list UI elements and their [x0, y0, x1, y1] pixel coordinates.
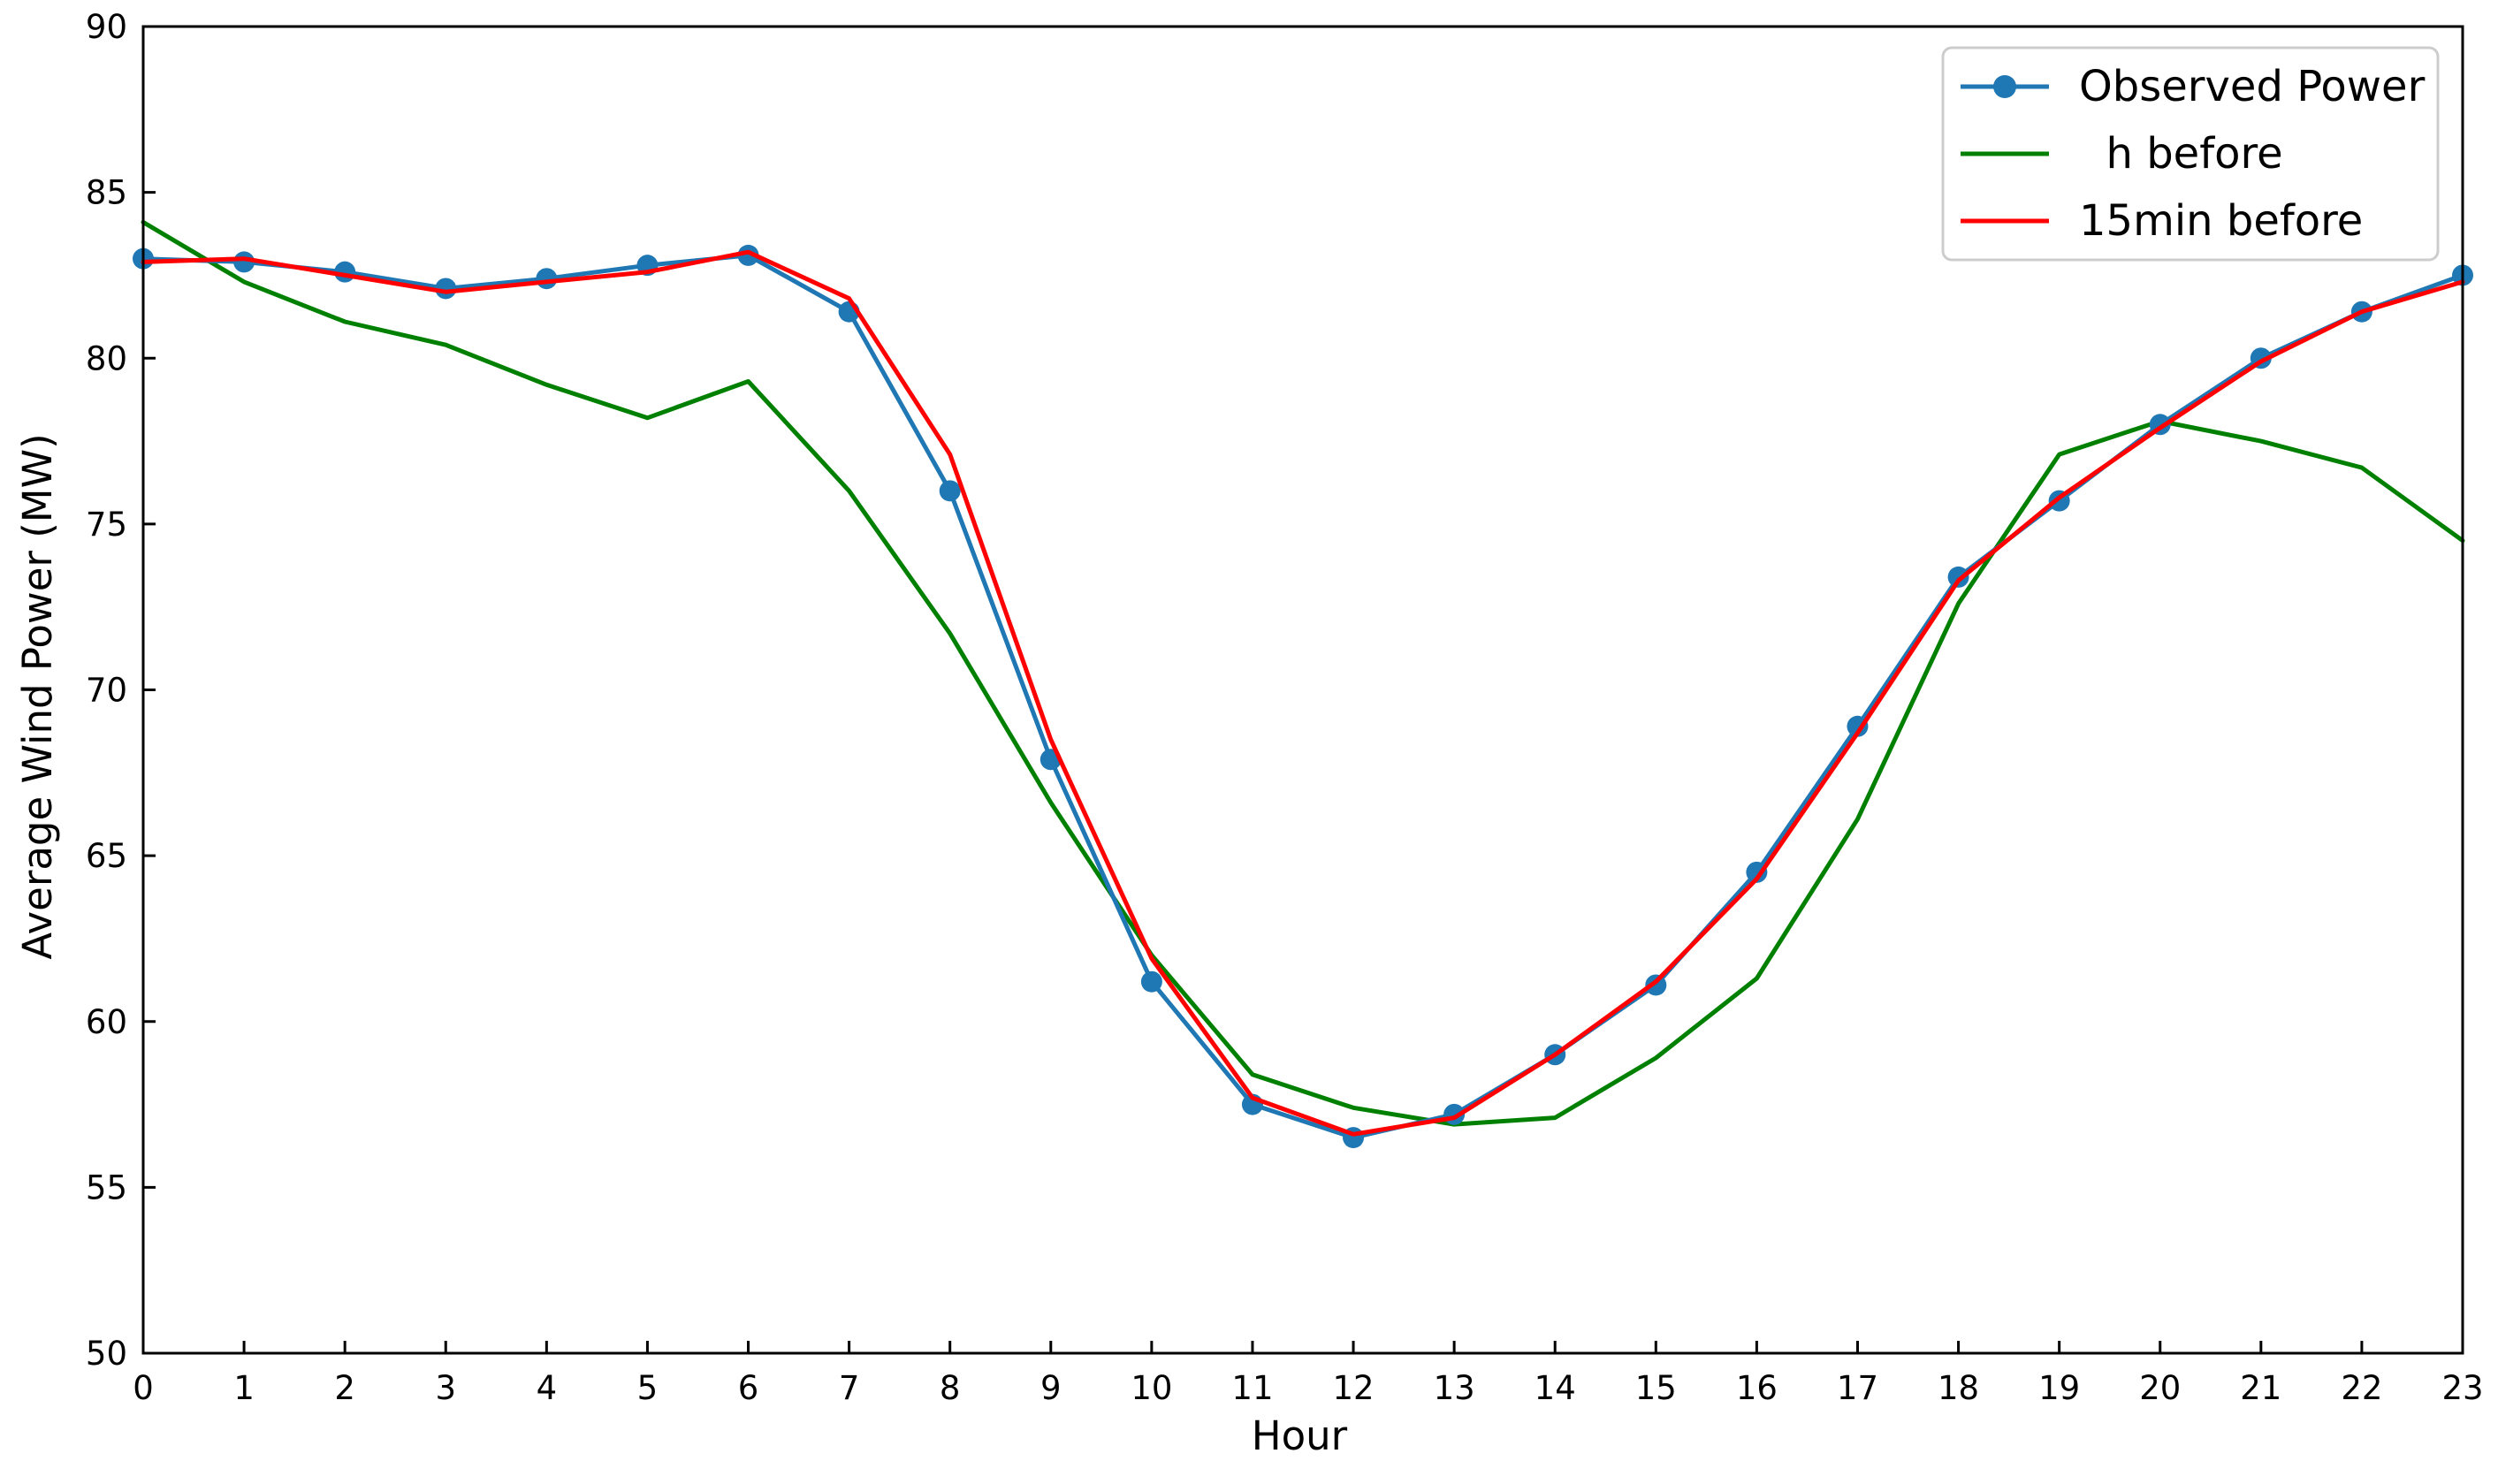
legend-item-15min-before: 15min before — [1961, 196, 2363, 246]
y-tick-label: 50 — [86, 1335, 127, 1373]
x-tick-label: 21 — [2240, 1369, 2281, 1407]
x-tick-label: 13 — [1434, 1369, 1475, 1407]
x-tick-label: 23 — [2441, 1369, 2483, 1407]
x-tick-label: 15 — [1635, 1369, 1677, 1407]
series-line-15min-before — [141, 249, 2465, 1137]
data-point-observed-power — [737, 244, 759, 266]
data-point-observed-power — [1645, 974, 1667, 996]
y-axis-label: Average Wind Power (MW) — [14, 433, 61, 959]
legend-label-h-before: h before — [2079, 129, 2283, 179]
x-tick-label: 0 — [133, 1369, 154, 1407]
x-tick-label: 3 — [435, 1369, 456, 1407]
y-tick-label: 70 — [86, 672, 127, 710]
x-tick-label: 7 — [839, 1369, 860, 1407]
data-point-observed-power — [1746, 861, 1768, 883]
legend: Observed Power h before 15min before — [1941, 46, 2440, 262]
ticks-group: 0 1 2 3 4 5 6 7 8 9 10 11 12 13 14 15 16 17 18 19 20 21 22 2350… — [86, 8, 2484, 1407]
legend-item-observed-power: Observed Power — [1961, 62, 2426, 111]
y-tick-label: 85 — [86, 174, 127, 212]
y-tick-label: 60 — [86, 1003, 127, 1041]
y-tick-label: 90 — [86, 8, 127, 46]
y-tick-label: 75 — [86, 506, 127, 544]
x-tick-label: 12 — [1332, 1369, 1374, 1407]
legend-label-15min-before: 15min before — [2079, 196, 2363, 246]
legend-marker-observed-power — [1993, 75, 2016, 98]
series-line-h-before — [141, 219, 2465, 1127]
data-point-observed-power — [435, 278, 457, 300]
x-tick-label: 17 — [1837, 1369, 1878, 1407]
x-tick-label: 10 — [1131, 1369, 1172, 1407]
data-point-observed-power — [536, 268, 558, 290]
x-tick-label: 1 — [233, 1369, 255, 1407]
x-tick-label: 4 — [537, 1369, 558, 1407]
x-tick-label: 6 — [738, 1369, 759, 1407]
y-tick-label: 80 — [86, 339, 127, 377]
x-tick-label: 11 — [1231, 1369, 1273, 1407]
x-tick-label: 14 — [1535, 1369, 1576, 1407]
y-tick-label: 55 — [86, 1168, 127, 1206]
x-tick-label: 8 — [940, 1369, 961, 1407]
legend-item-h-before: h before — [1961, 129, 2283, 179]
x-tick-label: 5 — [637, 1369, 659, 1407]
data-point-observed-power — [939, 480, 961, 502]
x-axis-label: Hour — [1252, 1412, 1348, 1459]
data-point-observed-power — [1140, 970, 1162, 993]
x-tick-label: 22 — [2341, 1369, 2382, 1407]
x-tick-label: 18 — [1938, 1369, 1979, 1407]
x-tick-label: 9 — [1040, 1369, 1062, 1407]
x-tick-label: 16 — [1736, 1369, 1778, 1407]
x-tick-label: 20 — [2139, 1369, 2181, 1407]
y-tick-label: 65 — [86, 837, 127, 875]
series-group — [133, 219, 2473, 1149]
x-tick-label: 19 — [2038, 1369, 2080, 1407]
data-point-observed-power — [1947, 566, 1969, 588]
x-tick-label: 2 — [334, 1369, 355, 1407]
legend-label-observed-power: Observed Power — [2079, 62, 2426, 111]
legend-box — [1941, 46, 2440, 262]
